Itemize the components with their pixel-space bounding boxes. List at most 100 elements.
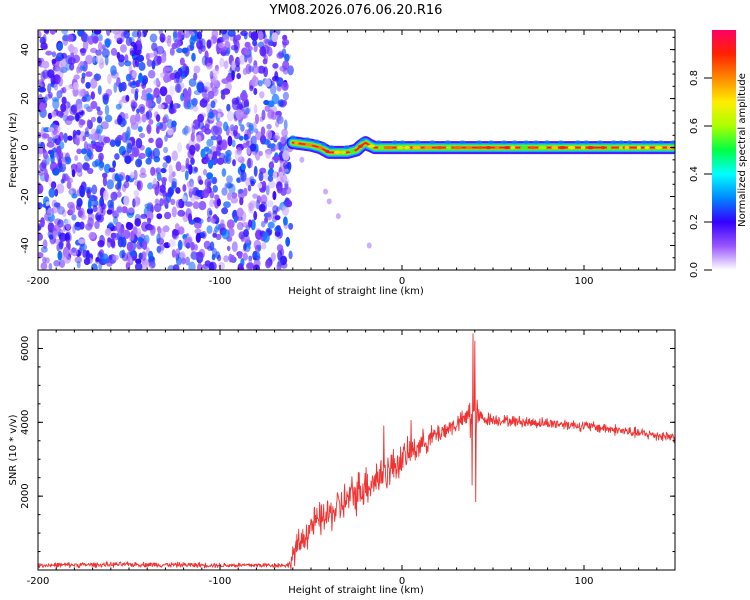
noise-blob — [200, 148, 206, 159]
noise-blob — [91, 55, 96, 64]
noise-blob — [169, 47, 175, 56]
noise-blob — [78, 238, 86, 244]
noise-blob — [139, 133, 146, 138]
noise-blob — [283, 216, 288, 226]
noise-blob — [121, 206, 128, 214]
noise-blob — [236, 73, 241, 80]
noise-blob — [129, 49, 137, 57]
noise-blob — [145, 211, 154, 221]
noise-blob — [47, 136, 53, 143]
noise-blob — [40, 71, 46, 81]
noise-blob — [57, 250, 63, 261]
noise-blob — [258, 203, 266, 213]
noise-blob — [186, 44, 195, 52]
signal-halo — [618, 140, 625, 145]
signal-halo — [574, 140, 581, 145]
noise-blob — [209, 218, 216, 224]
noise-blob — [85, 71, 93, 77]
noise-blob — [136, 36, 142, 46]
noise-blob — [197, 31, 203, 40]
faint-point — [323, 188, 329, 195]
signal-halo — [328, 145, 335, 150]
noise-blob — [104, 104, 110, 116]
noise-blob — [216, 157, 225, 165]
noise-blob — [171, 249, 176, 258]
noise-blob — [170, 184, 178, 191]
noise-blob — [112, 30, 121, 35]
noise-blob — [73, 82, 79, 90]
noise-blob — [216, 134, 223, 146]
noise-blob — [145, 99, 153, 108]
noise-blob — [218, 261, 225, 270]
noise-blob — [266, 46, 273, 57]
noise-blob — [257, 182, 263, 189]
noise-blob — [245, 63, 252, 75]
noise-blob — [91, 133, 98, 142]
noise-blob — [258, 171, 264, 182]
noise-blob — [230, 254, 236, 263]
signal-spot — [424, 146, 433, 150]
noise-blob — [135, 158, 143, 168]
noise-blob — [53, 83, 59, 91]
signal-spot — [396, 146, 405, 150]
noise-blob — [276, 77, 284, 87]
noise-blob — [69, 105, 77, 115]
noise-blob — [42, 239, 48, 250]
noise-blob — [76, 148, 82, 155]
noise-blob — [198, 120, 205, 130]
spectrogram-x-axis: -200 -100 0 100 — [27, 30, 676, 287]
noise-blob — [141, 251, 147, 261]
signal-halo — [444, 140, 451, 145]
noise-blob — [130, 88, 136, 94]
noise-blob — [129, 81, 138, 89]
noise-blob — [83, 94, 92, 102]
noise-blob — [96, 116, 103, 124]
noise-blob — [192, 201, 200, 210]
noise-blob — [257, 80, 263, 87]
noise-blob — [48, 263, 53, 270]
signal-halo — [459, 140, 466, 145]
noise-blob — [262, 58, 268, 65]
noise-blob — [211, 253, 216, 261]
noise-blob — [209, 199, 215, 208]
noise-blob — [175, 75, 183, 84]
noise-blob — [164, 134, 168, 142]
noise-blob — [285, 199, 293, 208]
signal-spot — [587, 146, 595, 150]
noise-blob — [179, 57, 185, 66]
noise-blob — [54, 188, 59, 197]
noise-blob — [69, 189, 73, 196]
noise-blob — [146, 124, 152, 133]
noise-blob — [159, 33, 166, 43]
noise-blob — [281, 205, 290, 216]
noise-blob — [98, 198, 103, 206]
noise-blob — [56, 90, 63, 99]
signal-halo — [610, 140, 617, 145]
noise-blob — [240, 170, 247, 182]
noise-blob — [227, 30, 236, 37]
spectrogram-y-tick-label: -40 — [20, 237, 31, 253]
noise-blob — [46, 141, 55, 148]
noise-blob — [227, 135, 233, 147]
signal-spot — [333, 150, 342, 154]
noise-blob — [44, 30, 50, 35]
noise-blob — [240, 30, 248, 36]
noise-blob — [281, 255, 287, 264]
noise-blob — [168, 239, 176, 248]
signal-spot — [453, 146, 463, 150]
noise-blob — [197, 218, 204, 224]
noise-blob — [124, 155, 132, 164]
noise-blob — [171, 181, 177, 189]
noise-blob — [186, 242, 191, 249]
signal-spot — [503, 146, 511, 150]
noise-blob — [225, 183, 234, 189]
signal-halo — [359, 137, 366, 142]
noise-blob — [163, 146, 169, 154]
noise-blob — [231, 192, 238, 199]
noise-blob — [193, 65, 201, 74]
noise-blob — [272, 155, 281, 161]
noise-blob — [190, 241, 195, 251]
noise-blob — [276, 185, 283, 194]
noise-blob — [203, 93, 209, 100]
noise-blob — [184, 201, 193, 207]
